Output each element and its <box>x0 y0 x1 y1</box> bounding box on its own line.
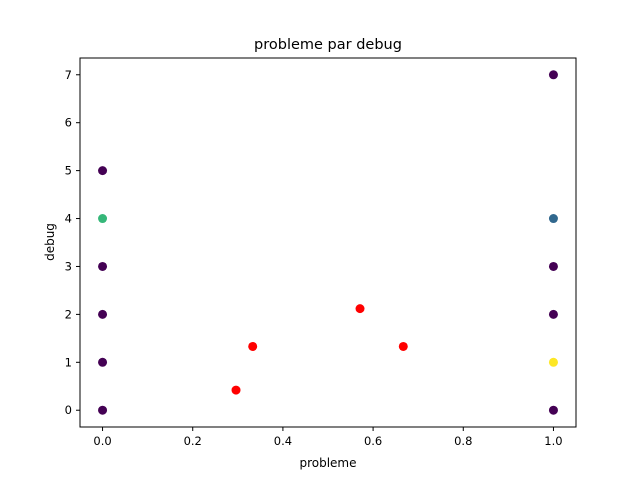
y-tick-label: 0 <box>65 403 72 417</box>
x-axis-label: probleme <box>299 456 356 470</box>
y-tick-label: 2 <box>65 307 72 321</box>
data-point <box>98 405 108 415</box>
plot-frame <box>79 57 577 428</box>
data-point <box>98 261 108 271</box>
data-point <box>98 214 108 224</box>
data-point <box>548 357 558 367</box>
data-point <box>548 405 558 415</box>
data-point <box>398 341 408 351</box>
x-tick-label: 0.0 <box>93 434 111 448</box>
y-axis-label: debug <box>43 223 57 261</box>
points-layer <box>98 70 558 415</box>
x-tick-label: 0.4 <box>274 434 292 448</box>
x-tick-label: 0.8 <box>454 434 472 448</box>
y-tick-label: 3 <box>65 259 72 273</box>
data-point <box>98 357 108 367</box>
y-tick-label: 5 <box>65 164 72 178</box>
data-point <box>248 341 258 351</box>
y-tick-label: 4 <box>65 212 72 226</box>
data-point <box>548 261 558 271</box>
y-tick-label: 1 <box>65 355 72 369</box>
y-tick-label: 7 <box>65 68 72 82</box>
data-point <box>231 385 241 395</box>
chart-title: probleme par debug <box>254 37 402 53</box>
data-point <box>355 304 365 314</box>
data-point <box>548 214 558 224</box>
x-tick-label: 0.2 <box>184 434 202 448</box>
data-point <box>98 166 108 176</box>
x-tick-label: 1.0 <box>544 434 562 448</box>
data-point <box>98 309 108 319</box>
y-tick-label: 6 <box>65 116 72 130</box>
data-point <box>548 70 558 80</box>
data-point <box>548 309 558 319</box>
ticks-layer: 0.0 0.2 0.4 0.6 0.8 1.0 0 1 2 3 4 5 6 7 <box>65 68 563 448</box>
x-tick-label: 0.6 <box>364 434 382 448</box>
